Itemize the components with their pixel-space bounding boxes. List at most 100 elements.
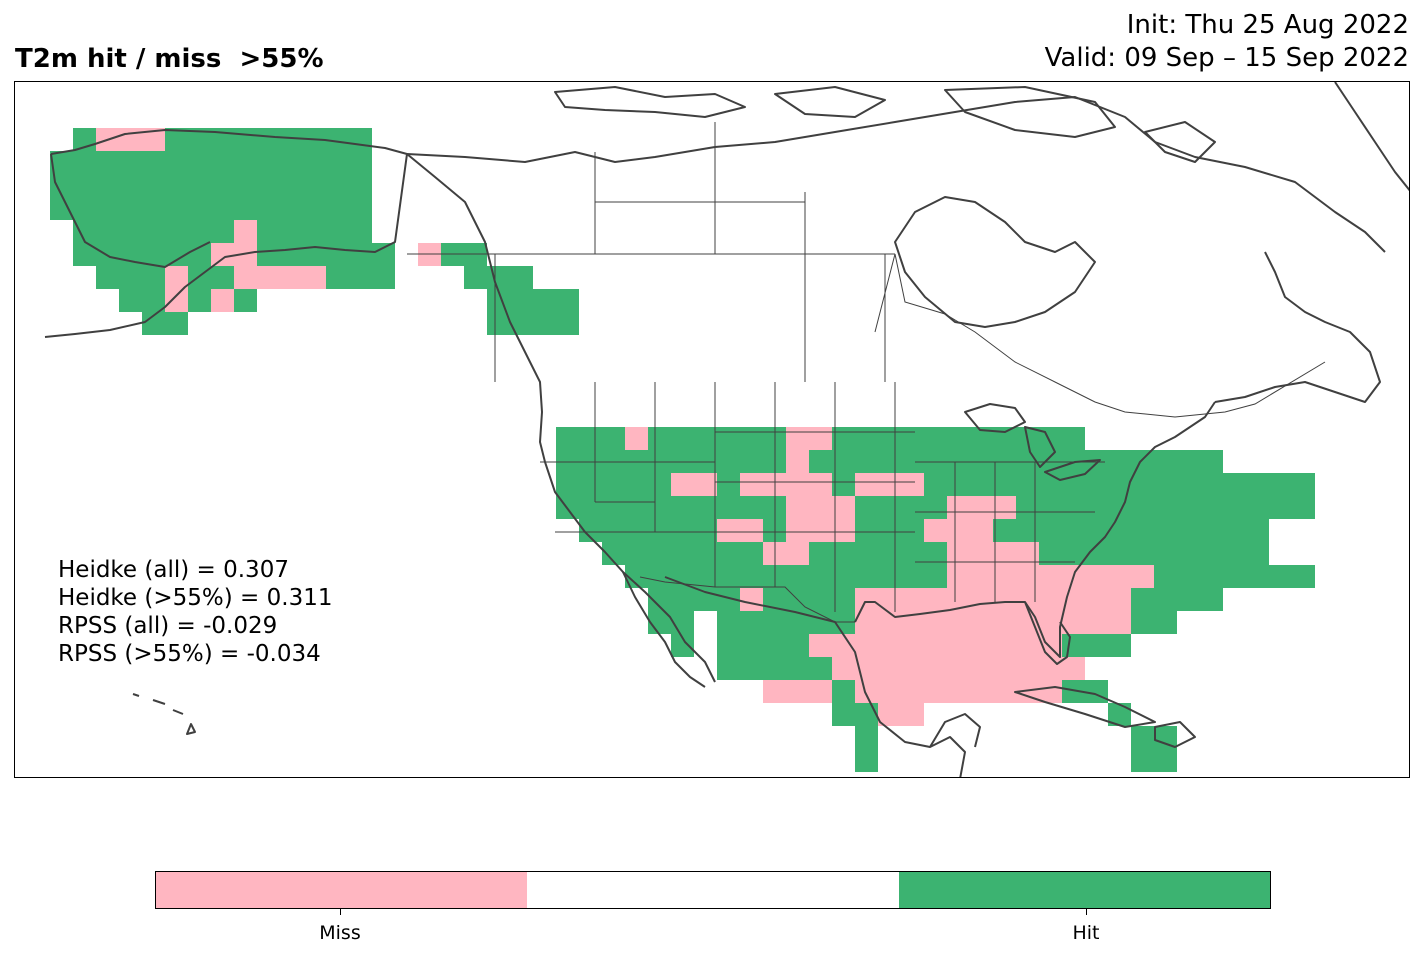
grid-cell-hit	[188, 128, 211, 151]
grid-cell-hit	[740, 565, 763, 588]
grid-cell-hit	[556, 289, 579, 312]
grid-cell-hit	[165, 243, 188, 266]
grid-cell-hit	[740, 634, 763, 657]
grid-cell-hit	[763, 611, 786, 634]
grid-cell-miss	[832, 519, 855, 542]
grid-cell-miss	[1108, 611, 1131, 634]
grid-cell-hit	[855, 703, 878, 726]
grid-cell-hit	[602, 542, 625, 565]
grid-cell-hit	[142, 220, 165, 243]
grid-cell-hit	[1177, 496, 1200, 519]
map-frame	[14, 81, 1410, 778]
grid-cell-miss	[1016, 611, 1039, 634]
heidke-above-55: Heidke (>55%) = 0.311	[58, 585, 333, 611]
grid-cell-hit	[1154, 565, 1177, 588]
grid-cell-hit	[1062, 519, 1085, 542]
grid-cell-hit	[96, 197, 119, 220]
grid-cell-hit	[349, 243, 372, 266]
grid-cell-hit	[694, 427, 717, 450]
grid-cell-hit	[142, 174, 165, 197]
grid-cell-hit	[142, 266, 165, 289]
grid-cell-hit	[993, 473, 1016, 496]
grid-cell-hit	[142, 289, 165, 312]
grid-cell-hit	[1085, 634, 1108, 657]
grid-cell-hit	[349, 174, 372, 197]
grid-cell-hit	[1062, 427, 1085, 450]
grid-cell-hit	[694, 542, 717, 565]
grid-cell-miss	[947, 565, 970, 588]
grid-cell-hit	[671, 542, 694, 565]
grid-cell-hit	[1062, 496, 1085, 519]
grid-cell-hit	[1108, 450, 1131, 473]
grid-cell-miss	[786, 427, 809, 450]
grid-cell-hit	[50, 151, 73, 174]
grid-cell-hit	[211, 174, 234, 197]
arctic-island-3	[944, 86, 1116, 138]
grid-cell-hit	[257, 128, 280, 151]
grid-cell-hit	[1154, 542, 1177, 565]
grid-cell-miss	[970, 565, 993, 588]
grid-cell-miss	[1039, 657, 1062, 680]
grid-cell-hit	[1131, 749, 1154, 772]
grid-cell-hit	[832, 450, 855, 473]
grid-cell-hit	[280, 243, 303, 266]
grid-cell-hit	[763, 657, 786, 680]
grid-cell-hit	[1154, 749, 1177, 772]
grid-cell-hit	[763, 634, 786, 657]
grid-cell-hit	[119, 289, 142, 312]
grid-cell-hit	[625, 496, 648, 519]
colorbar-miss-segment	[156, 872, 528, 908]
grid-cell-hit	[1246, 473, 1269, 496]
grid-cell-miss	[878, 703, 901, 726]
grid-cell-hit	[326, 266, 349, 289]
grid-cell-hit	[188, 243, 211, 266]
grid-cell-hit	[901, 519, 924, 542]
grid-cell-miss	[211, 243, 234, 266]
grid-cell-hit	[280, 220, 303, 243]
grid-cell-hit	[1085, 542, 1108, 565]
grid-cell-hit	[1039, 542, 1062, 565]
yucatan-coastline	[929, 713, 981, 748]
grid-cell-hit	[740, 611, 763, 634]
grid-cell-hit	[809, 657, 832, 680]
grid-cell-hit	[970, 427, 993, 450]
grid-cell-miss	[119, 128, 142, 151]
grid-cell-hit	[73, 220, 96, 243]
grid-cell-hit	[1246, 519, 1269, 542]
grid-cell-hit	[1269, 473, 1292, 496]
colorbar-tick-miss	[340, 909, 341, 915]
grid-cell-hit	[142, 243, 165, 266]
florida-coastline	[1024, 601, 1071, 665]
arctic-island-1	[554, 86, 746, 118]
grid-cell-hit	[625, 473, 648, 496]
grid-cell-miss	[855, 634, 878, 657]
grid-cell-hit	[717, 634, 740, 657]
grid-cell-hit	[211, 197, 234, 220]
grid-cell-hit	[878, 542, 901, 565]
grid-cell-hit	[878, 496, 901, 519]
grid-cell-hit	[1154, 450, 1177, 473]
grid-cell-hit	[303, 174, 326, 197]
grid-cell-hit	[1246, 496, 1269, 519]
grid-cell-hit	[1062, 680, 1085, 703]
grid-cell-miss	[786, 519, 809, 542]
grid-cell-miss	[1108, 565, 1131, 588]
grid-cell-hit	[556, 312, 579, 335]
grid-cell-miss	[809, 680, 832, 703]
grid-cell-hit	[372, 266, 395, 289]
grid-cell-miss	[970, 496, 993, 519]
grid-cell-hit	[786, 634, 809, 657]
grid-cell-miss	[855, 473, 878, 496]
northeast-coastline	[1214, 251, 1381, 403]
grid-cell-hit	[487, 312, 510, 335]
grid-cell-hit	[579, 519, 602, 542]
grid-cell-hit	[142, 312, 165, 335]
grid-cell-hit	[257, 220, 280, 243]
grid-cell-hit	[855, 542, 878, 565]
grid-cell-miss	[1039, 588, 1062, 611]
grid-cell-hit	[349, 151, 372, 174]
grid-cell-hit	[855, 496, 878, 519]
grid-cell-miss	[625, 427, 648, 450]
grid-cell-hit	[234, 289, 257, 312]
grid-cell-miss	[993, 496, 1016, 519]
